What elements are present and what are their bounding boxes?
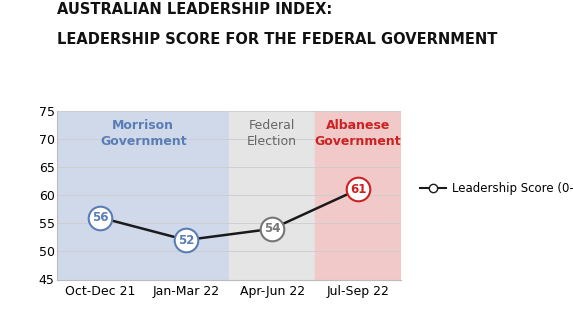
Legend: Leadership Score (0-100): Leadership Score (0-100): [415, 177, 573, 200]
Text: 52: 52: [178, 234, 194, 247]
Text: Morrison
Government: Morrison Government: [100, 119, 187, 148]
Text: LEADERSHIP SCORE FOR THE FEDERAL GOVERNMENT: LEADERSHIP SCORE FOR THE FEDERAL GOVERNM…: [57, 32, 498, 47]
Text: 56: 56: [92, 211, 108, 224]
Text: Albanese
Government: Albanese Government: [315, 119, 402, 148]
Text: 54: 54: [264, 222, 280, 235]
Text: 61: 61: [350, 183, 366, 196]
Bar: [57, 111, 229, 280]
Text: Federal
Election: Federal Election: [247, 119, 297, 148]
Bar: [229, 111, 315, 280]
Text: AUSTRALIAN LEADERSHIP INDEX:: AUSTRALIAN LEADERSHIP INDEX:: [57, 2, 332, 17]
Bar: [315, 111, 401, 280]
